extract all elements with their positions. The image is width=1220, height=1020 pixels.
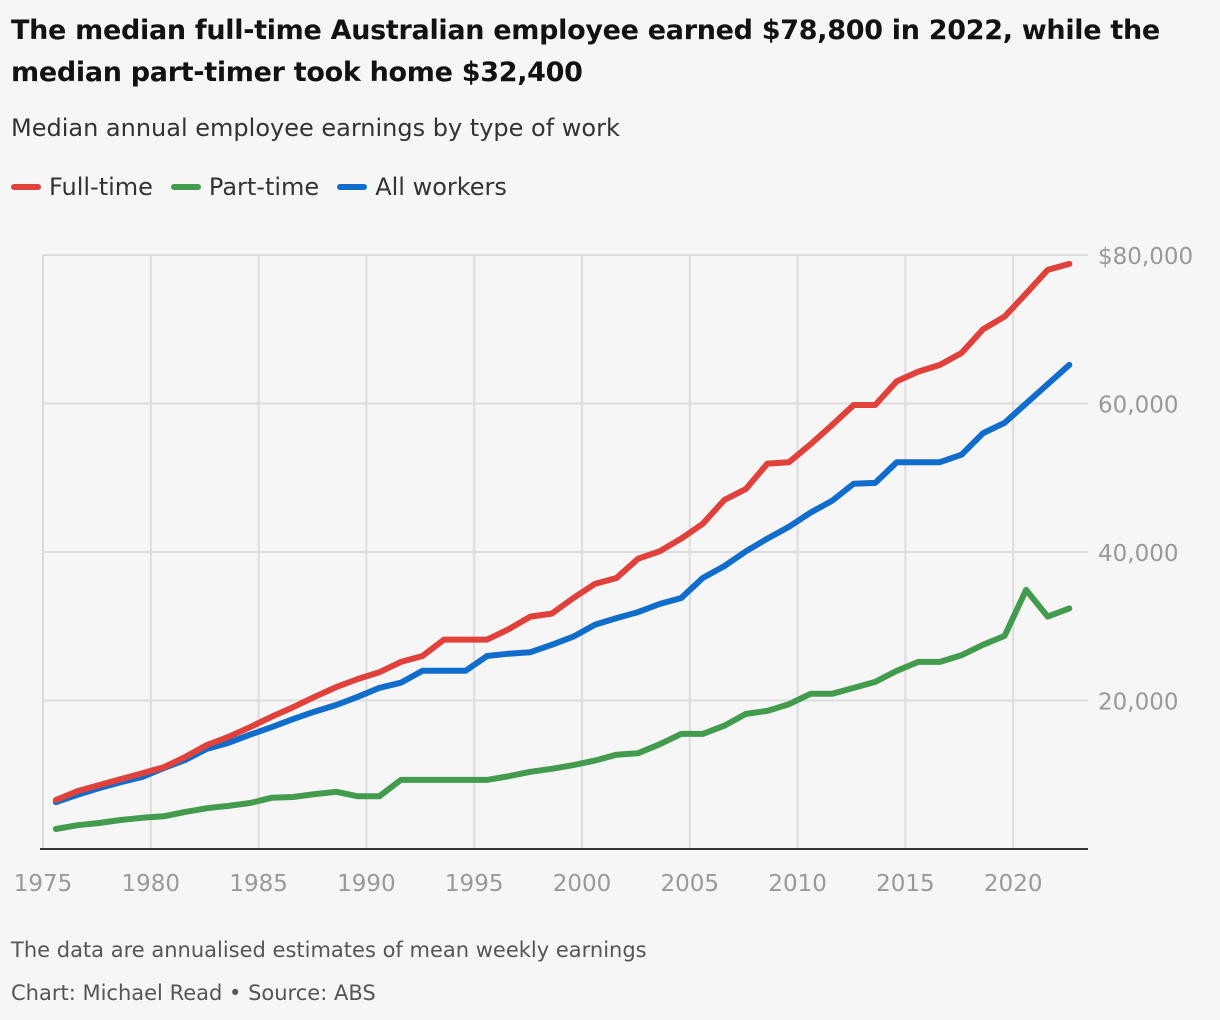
- chart-title: The median full-time Australian employee…: [11, 15, 1160, 88]
- legend-item-all-workers: All workers: [337, 173, 507, 201]
- x-tick-label: 1980: [122, 871, 181, 897]
- x-tick-label: 2005: [661, 871, 720, 897]
- series-line-all-workers: [52, 361, 1073, 806]
- y-tick-label: $80,000: [1098, 244, 1193, 270]
- legend-label: Part-time: [208, 173, 320, 201]
- y-tick-label: 20,000: [1098, 690, 1178, 716]
- chart-note: The data are annualised estimates of mea…: [11, 938, 647, 962]
- x-tick-label: 1985: [229, 871, 288, 897]
- chart-credit: Chart: Michael Read • Source: ABS: [11, 981, 376, 1005]
- legend-swatch: [337, 184, 368, 190]
- x-tick-label: 1990: [337, 871, 396, 897]
- y-tick-label: 60,000: [1098, 393, 1178, 419]
- legend-swatch: [170, 184, 201, 190]
- legend-label: All workers: [375, 173, 507, 201]
- legend-swatch: [11, 184, 41, 190]
- legend-item-full-time: Full-time: [11, 173, 153, 201]
- y-tick-label: 40,000: [1098, 541, 1178, 567]
- x-tick-label: 2000: [553, 871, 612, 897]
- legend-item-part-time: Part-time: [170, 173, 320, 201]
- chart-subtitle: Median annual employee earnings by type …: [11, 114, 620, 142]
- series-line-full-time: [52, 260, 1073, 803]
- x-tick-label: 2020: [984, 871, 1043, 897]
- x-tick-label: 1975: [14, 871, 73, 897]
- series-line-part-time: [52, 586, 1073, 832]
- x-tick-label: 2010: [768, 871, 827, 897]
- x-tick-label: 2015: [876, 871, 935, 897]
- legend: Full-time Part-time All workers: [11, 173, 507, 201]
- x-tick-label: 1995: [445, 871, 504, 897]
- legend-label: Full-time: [49, 173, 153, 201]
